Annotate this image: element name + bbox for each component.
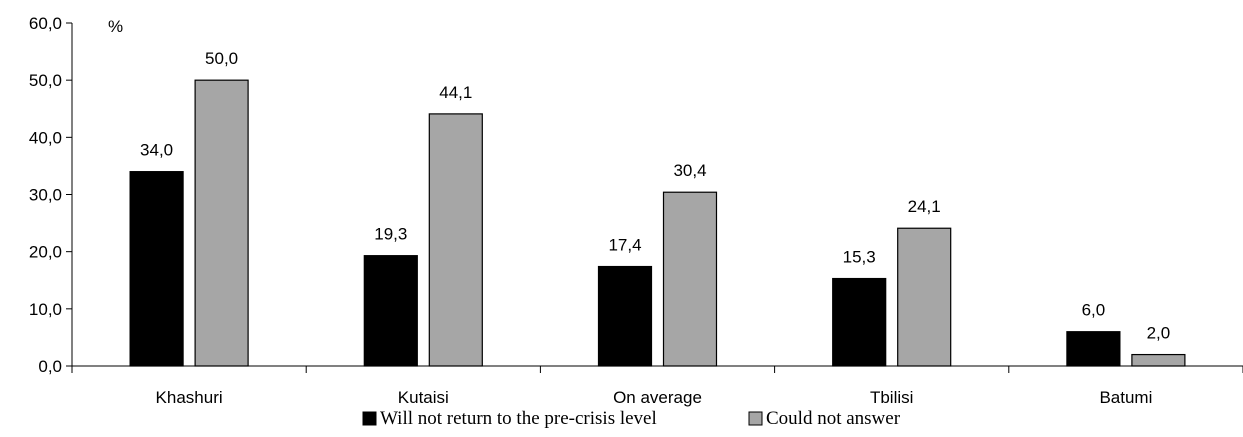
bar <box>1066 331 1121 367</box>
legend: Will not return to the pre-crisis level C… <box>362 408 901 429</box>
bar-value-label: 17,4 <box>608 236 641 255</box>
bar-value-label: 30,4 <box>673 161 706 180</box>
legend-label: Could not answer <box>766 408 901 429</box>
y-tick-label: 50,0 <box>29 71 62 90</box>
bar-value-label: 19,3 <box>374 225 407 244</box>
axes: 0,0 10,0 20,0 30,0 40,0 50,0 60,0 Khashuri Kutai… <box>29 14 1243 407</box>
category-label: Khashuri <box>156 388 223 407</box>
bar <box>363 255 418 367</box>
bars <box>129 79 1186 367</box>
category-label: Tbilisi <box>870 388 913 407</box>
bar-value-label: 50,0 <box>205 49 238 68</box>
bar <box>897 227 952 367</box>
legend-swatch <box>362 411 377 426</box>
data-labels: 34,0 19,3 17,4 15,3 6,0 50,0 44,1 30,4 24,1 2,0 <box>140 49 1170 342</box>
bar-value-label: 2,0 <box>1147 324 1171 343</box>
y-tick-label: 0,0 <box>38 357 62 376</box>
bar <box>428 113 483 367</box>
bar-value-label: 15,3 <box>843 248 876 267</box>
y-tick-label: 40,0 <box>29 128 62 147</box>
bar <box>832 277 887 367</box>
y-unit-label: % <box>108 17 123 36</box>
bar <box>129 171 184 367</box>
category-label: Kutaisi <box>398 388 449 407</box>
category-label: On average <box>613 388 702 407</box>
legend-swatch <box>748 411 763 426</box>
bar-value-label: 6,0 <box>1082 301 1106 320</box>
bar <box>597 265 653 367</box>
y-tick-label: 30,0 <box>29 186 62 205</box>
legend-label: Will not return to the pre-crisis level <box>380 408 657 429</box>
category-label: Batumi <box>1099 388 1152 407</box>
y-tick-label: 10,0 <box>29 300 62 319</box>
bar-value-label: 24,1 <box>908 197 941 216</box>
bar <box>662 191 718 367</box>
bar <box>1131 353 1186 367</box>
bar-value-label: 34,0 <box>140 141 173 160</box>
bar-value-label: 44,1 <box>439 83 472 102</box>
bar <box>194 79 249 367</box>
y-tick-label: 60,0 <box>29 14 62 33</box>
y-tick-label: 20,0 <box>29 243 62 262</box>
